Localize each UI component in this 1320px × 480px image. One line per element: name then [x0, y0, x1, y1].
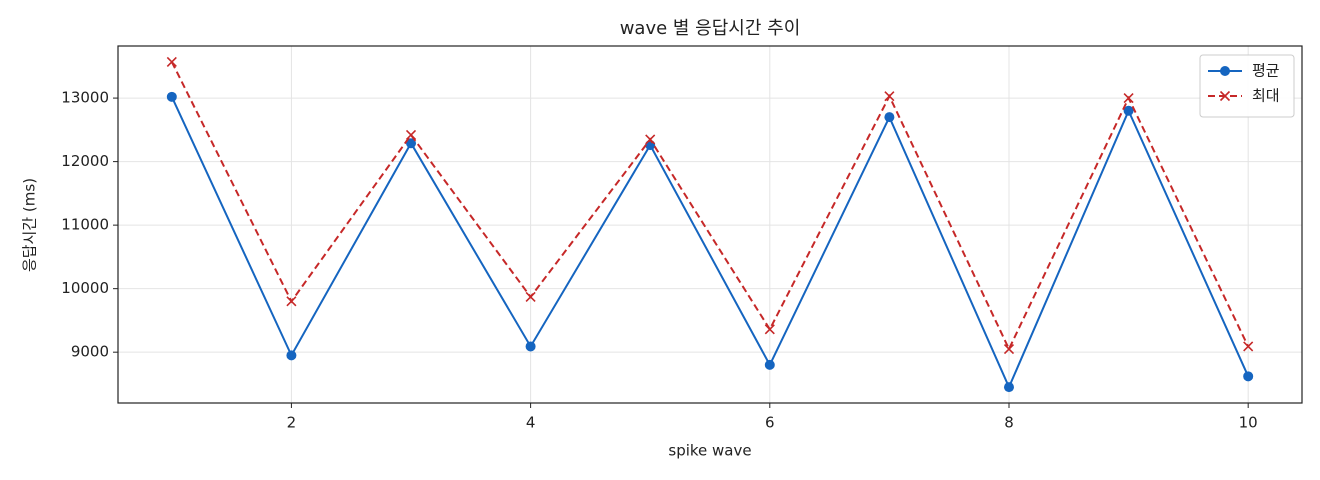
marker	[166, 91, 177, 102]
plot-area	[166, 56, 1254, 393]
marker	[1003, 382, 1014, 393]
legend-box	[1199, 54, 1295, 118]
legend-label: 평균	[1252, 62, 1280, 80]
y-tick-label: 11000	[61, 216, 109, 234]
marker	[1243, 371, 1254, 382]
marker	[406, 138, 417, 149]
marker	[405, 129, 417, 140]
y-tick-label: 10000	[61, 279, 109, 297]
marker	[525, 291, 536, 302]
x-tick-label: 8	[1004, 414, 1014, 432]
marker	[1123, 93, 1134, 104]
x-tick-label: 4	[526, 414, 536, 432]
x-tick-label: 10	[1239, 414, 1258, 432]
marker	[764, 324, 775, 335]
x-axis-label: spike wave	[668, 442, 751, 460]
grid	[118, 46, 1302, 403]
marker	[286, 350, 297, 361]
marker	[884, 91, 895, 102]
series-line	[170, 61, 1250, 352]
y-tick-label: 13000	[61, 89, 109, 107]
series-line	[170, 96, 1250, 390]
marker	[286, 296, 297, 307]
marker	[525, 341, 536, 352]
x-tick-label: 6	[765, 414, 775, 432]
y-tick-label: 9000	[71, 343, 109, 361]
plot-frame	[117, 45, 1303, 404]
marker	[645, 134, 656, 145]
marker	[645, 140, 656, 151]
marker	[764, 359, 775, 370]
marker	[1003, 343, 1015, 355]
legend-marker	[1219, 90, 1231, 102]
y-axis-label: 응답시간 (ms)	[21, 178, 39, 272]
legend-label: 최대	[1252, 87, 1280, 105]
marker	[884, 112, 895, 123]
marker	[1243, 341, 1254, 352]
x-tick-label: 2	[287, 414, 297, 432]
chart-title: wave 별 응답시간 추이	[620, 18, 801, 39]
marker	[1123, 105, 1134, 116]
marker	[166, 56, 177, 67]
legend-marker	[1220, 66, 1230, 76]
y-tick-label: 12000	[61, 152, 109, 170]
